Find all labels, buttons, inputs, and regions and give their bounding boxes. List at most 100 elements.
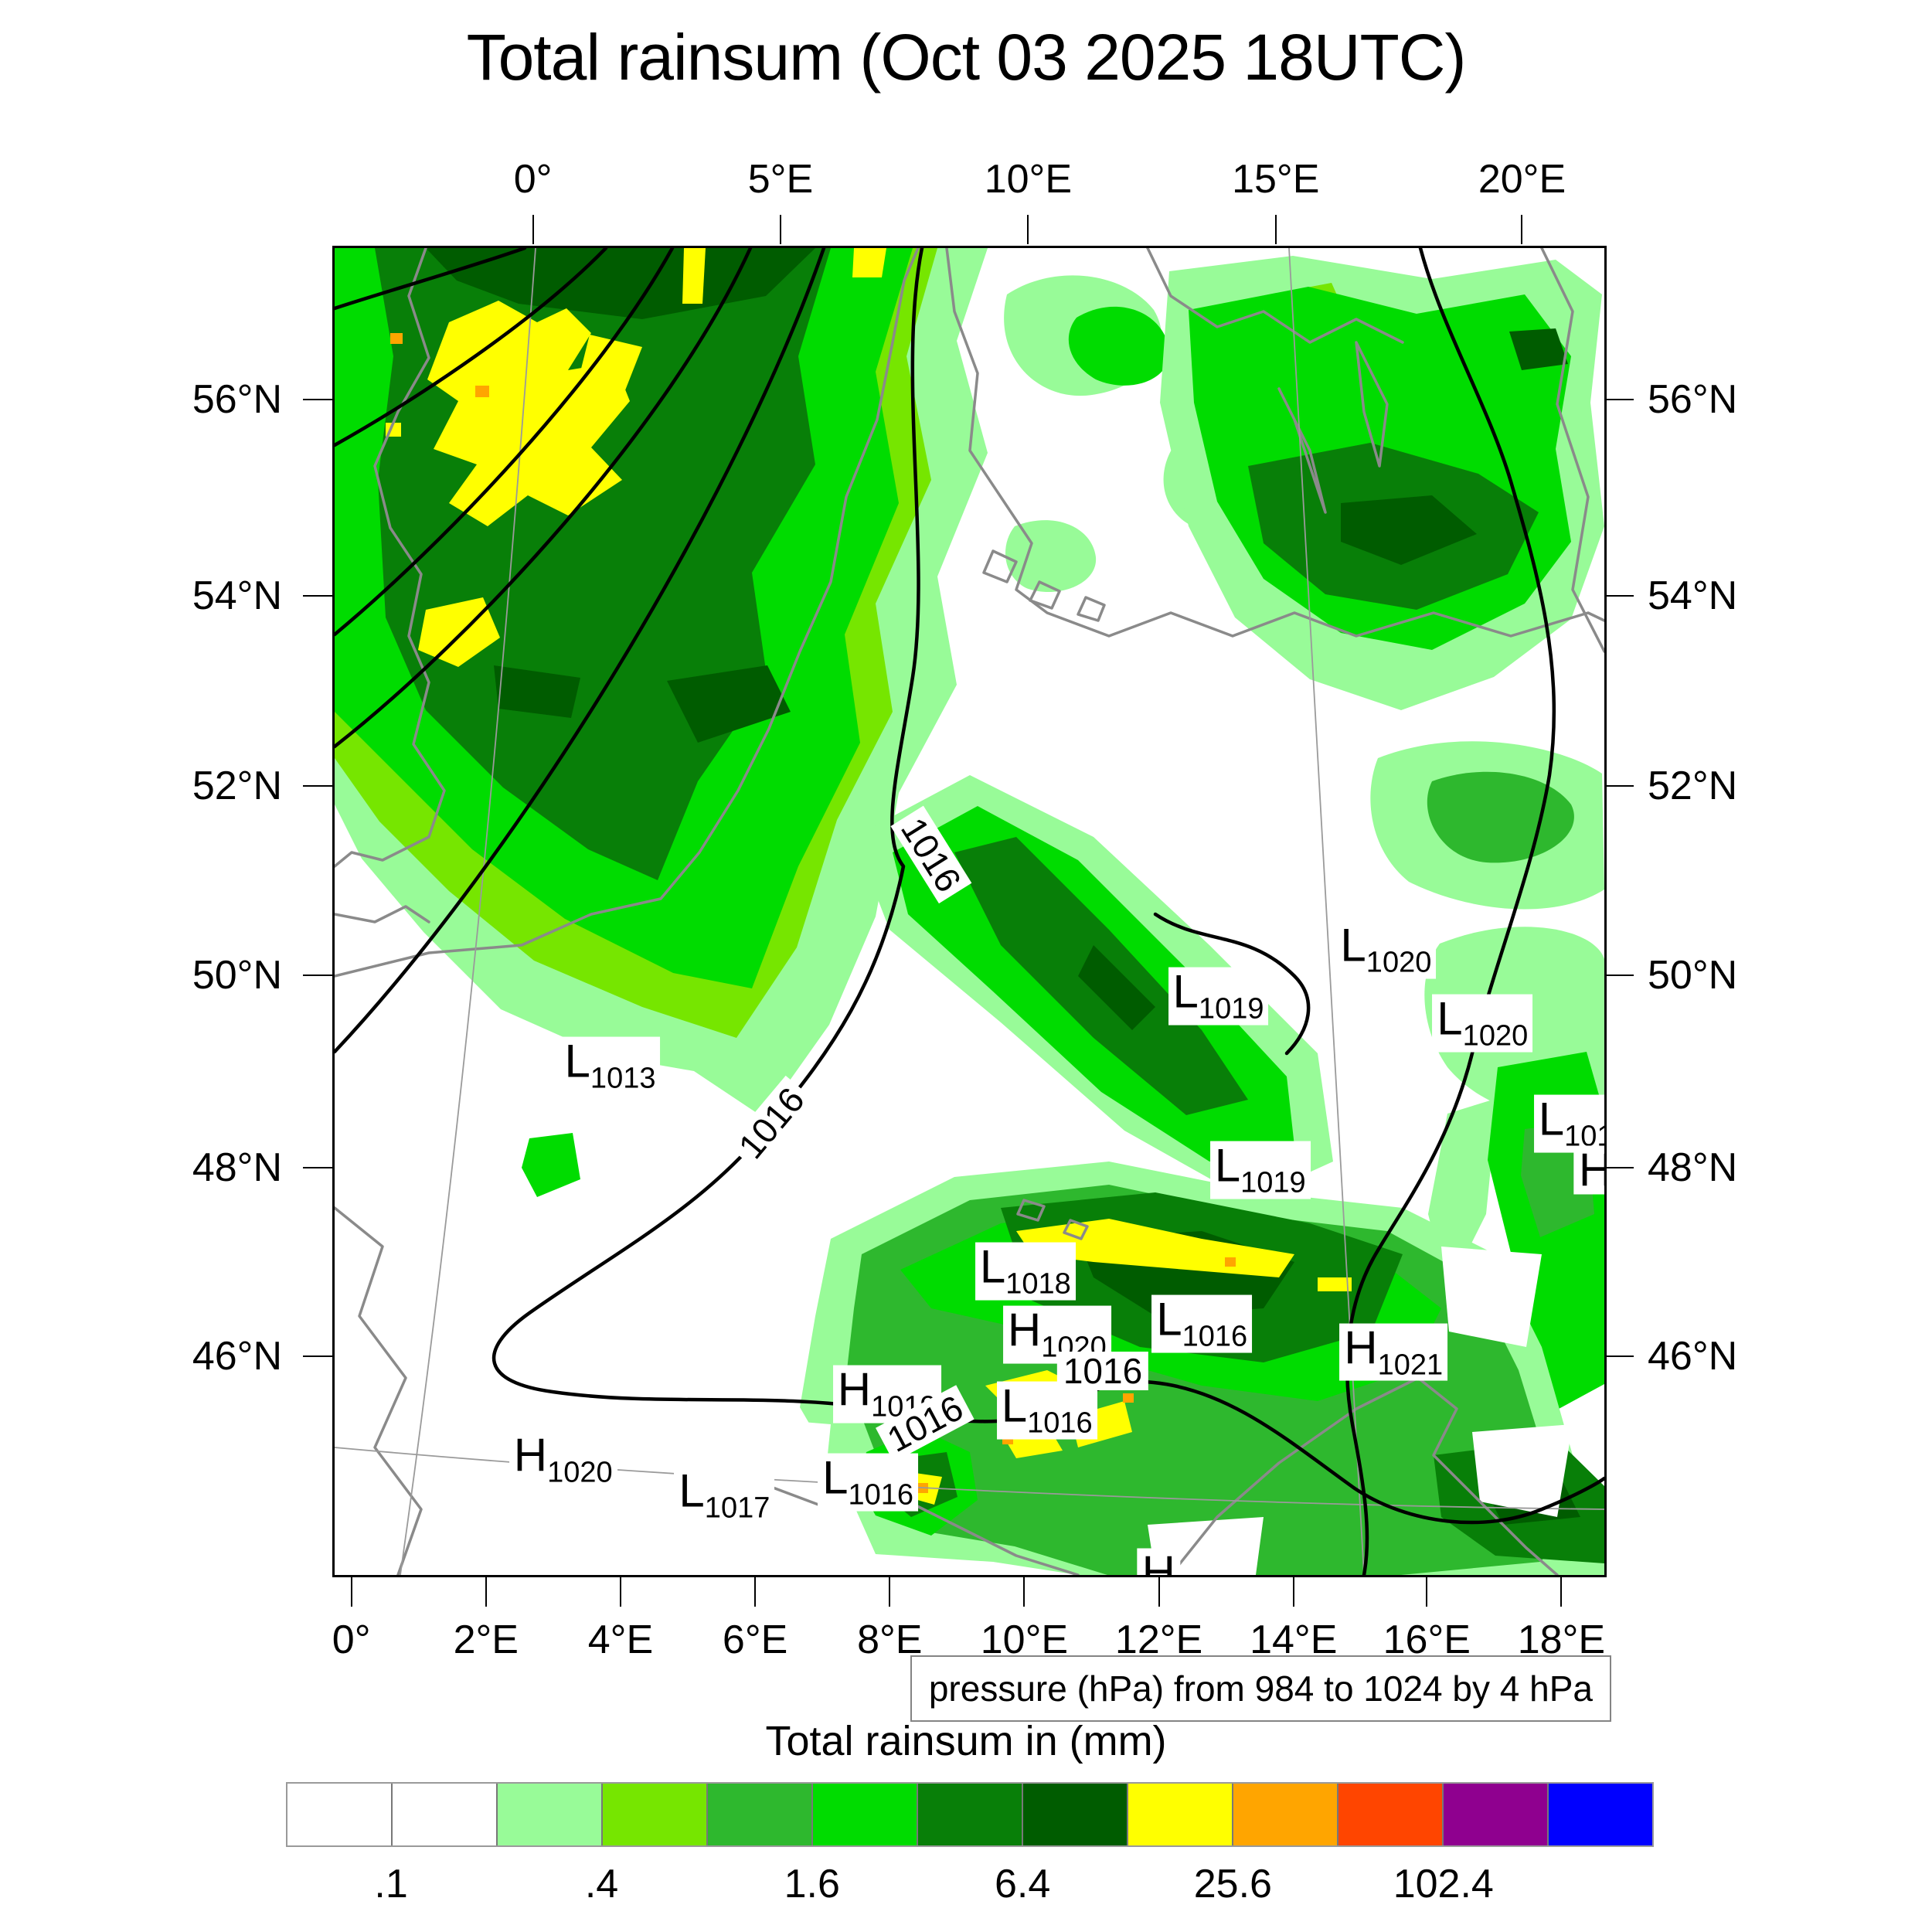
pressure-center-value: 1019 [1198, 992, 1264, 1026]
pressure-center-label: L1019 [1533, 1093, 1604, 1153]
pressure-center-label: L1018 [975, 1240, 1076, 1301]
pressure-center-letter: L [1156, 1294, 1182, 1346]
lat-tick [303, 1167, 332, 1169]
lon-tick-label: 16°E [1383, 1617, 1471, 1662]
pressure-center-label: L1020 [1335, 920, 1437, 979]
lat-tick [303, 595, 332, 597]
pressure-center-label: L1016 [818, 1451, 919, 1512]
lon-tick [1027, 215, 1029, 244]
pressure-center-value: 1019 [1240, 1166, 1306, 1199]
pressure-center-label: H [1573, 1145, 1604, 1196]
pressure-center-value: 1020 [547, 1456, 613, 1489]
isobar-value-label: 1016 [1056, 1351, 1149, 1390]
page-title: Total rainsum (Oct 03 2025 18UTC) [466, 21, 1467, 94]
pressure-center-label: L1013 [560, 1035, 661, 1095]
lon-tick-label: 0° [513, 157, 553, 202]
lat-tick-label: 54°N [1648, 573, 1738, 619]
pressure-center-letter: L [1214, 1139, 1241, 1192]
map-plot-area: L1013L1019L1020L1020L1019L1019HL1018H102… [332, 246, 1607, 1577]
pressure-center-letter: H [837, 1364, 872, 1417]
pressure-center-letter: L [564, 1035, 590, 1087]
lon-tick-label: 20°E [1478, 157, 1566, 202]
pressure-center-label: H [1137, 1546, 1180, 1577]
lon-tick-label: 4°E [587, 1617, 654, 1662]
pressure-center-letter: L [1437, 992, 1463, 1045]
lat-tick-label: 56°N [1648, 377, 1738, 423]
lon-tick-label: 14°E [1250, 1617, 1338, 1662]
lat-tick-label: 46°N [192, 1334, 282, 1379]
lon-tick [1521, 215, 1523, 244]
lat-tick [303, 784, 332, 787]
lon-tick-label: 10°E [980, 1617, 1069, 1662]
pressure-center-label: L1020 [1432, 992, 1533, 1053]
colorbar-cell [393, 1784, 498, 1845]
colorbar-cell [1128, 1784, 1233, 1845]
lon-tick [532, 215, 534, 244]
colorbar-tick-label: 25.6 [1193, 1862, 1272, 1906]
colorbar-cell [1338, 1784, 1444, 1845]
pressure-center-label: L1016 [1151, 1294, 1253, 1354]
pressure-center-letter: L [1172, 965, 1199, 1018]
colorbar-cell [287, 1784, 393, 1845]
pressure-center-letter: L [1001, 1379, 1028, 1432]
lon-tick-label: 5°E [747, 157, 814, 202]
lon-tick-label: 12°E [1114, 1617, 1203, 1662]
lat-tick [303, 1355, 332, 1358]
lon-tick [1292, 1577, 1294, 1607]
lon-tick-label: 18°E [1517, 1617, 1606, 1662]
lon-tick [485, 1577, 487, 1607]
lat-tick-label: 46°N [1648, 1334, 1738, 1379]
lat-tick-label: 48°N [192, 1145, 282, 1191]
pressure-center-letter: L [1538, 1093, 1565, 1145]
pressure-center-letter: H [1141, 1546, 1175, 1577]
colorbar-cell [1444, 1784, 1549, 1845]
pressure-center-value: 1013 [590, 1062, 656, 1095]
lat-tick [1604, 595, 1634, 597]
colorbar-tick-label: 1.6 [784, 1862, 840, 1906]
colorbar [286, 1782, 1654, 1847]
pressure-center-label: H1021 [1339, 1321, 1448, 1382]
lat-tick [1604, 784, 1634, 787]
lon-tick-label: 6°E [722, 1617, 788, 1662]
lat-tick-label: 52°N [192, 763, 282, 808]
colorbar-tick-labels: .1 .4 1.6 6.4 25.6 102.4 [286, 1861, 1654, 1915]
lon-tick [754, 1577, 757, 1607]
lon-tick [619, 1577, 621, 1607]
lon-tick-label: 0° [332, 1617, 371, 1662]
colorbar-tick-label: 102.4 [1393, 1862, 1494, 1906]
pressure-center-label: L1017 [674, 1466, 775, 1525]
lon-tick-label: 15°E [1232, 157, 1320, 202]
pressure-center-label: H1020 [509, 1430, 617, 1489]
lon-tick [1158, 1577, 1160, 1607]
lon-tick [779, 215, 781, 244]
lat-tick-label: 56°N [192, 377, 282, 423]
pressure-center-value: 1021 [1377, 1349, 1444, 1382]
lat-tick-label: 50°N [192, 953, 282, 998]
lat-tick-label: 48°N [1648, 1145, 1738, 1191]
pressure-center-value: 1020 [1366, 946, 1432, 979]
colorbar-cell [1549, 1784, 1652, 1845]
lat-tick-label: 50°N [1648, 953, 1738, 998]
lat-tick [303, 975, 332, 977]
pressure-center-value: 1017 [704, 1492, 770, 1525]
pressure-center-label: L1016 [996, 1379, 1097, 1440]
colorbar-cell [498, 1784, 603, 1845]
colorbar-cell [813, 1784, 918, 1845]
colorbar-tick-label: .1 [374, 1862, 408, 1906]
lon-tick [1274, 215, 1277, 244]
colorbar-title: Total rainsum in (mm) [765, 1718, 1167, 1764]
pressure-center-letter: H [1344, 1321, 1378, 1374]
pressure-center-letter: L [979, 1240, 1006, 1293]
lat-tick [303, 399, 332, 401]
pressure-center-value: 1018 [1005, 1267, 1071, 1301]
pressure-center-value: 1016 [1027, 1406, 1093, 1440]
pressure-center-value: 1016 [1182, 1321, 1248, 1354]
colorbar-tick-label: 6.4 [994, 1862, 1051, 1906]
lon-tick [1023, 1577, 1026, 1607]
lon-tick [1426, 1577, 1428, 1607]
colorbar-cell [918, 1784, 1023, 1845]
pressure-center-letter: H [1579, 1145, 1604, 1196]
pressure-center-letter: L [822, 1451, 849, 1504]
lon-tick-label: 10°E [984, 157, 1073, 202]
